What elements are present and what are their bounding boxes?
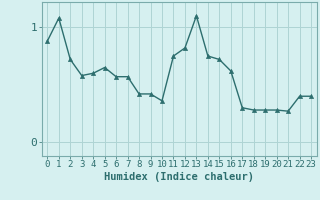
X-axis label: Humidex (Indice chaleur): Humidex (Indice chaleur): [104, 172, 254, 182]
